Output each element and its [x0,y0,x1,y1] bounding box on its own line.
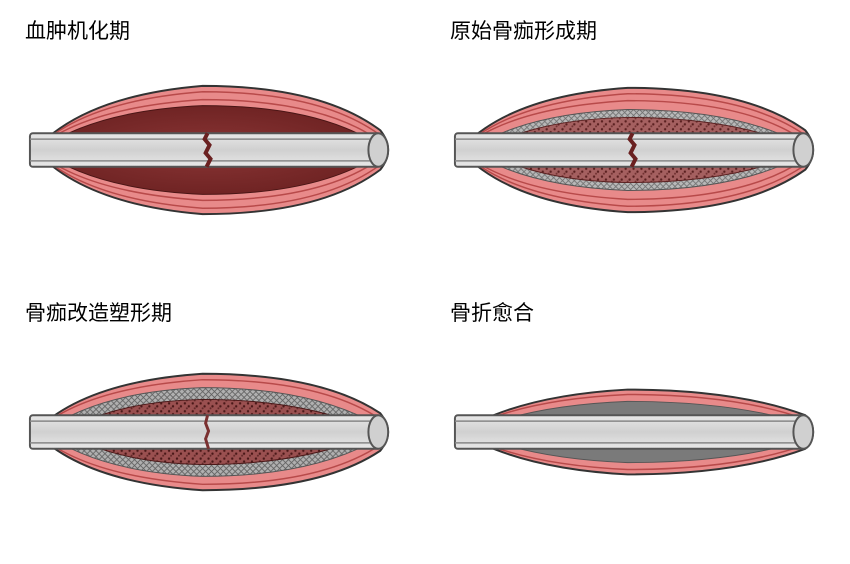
stage-3-title: 骨痂改造塑形期 [25,297,400,327]
stage-1-cell: 血肿机化期 [0,0,425,282]
stage-1-title: 血肿机化期 [25,15,400,45]
stage-4-title: 骨折愈合 [450,297,825,327]
stage-2-title: 原始骨痂形成期 [450,15,825,45]
stage-4-diagram [450,337,825,527]
stage-grid: 血肿机化期 [0,0,850,564]
stage-3-cell: 骨痂改造塑形期 [0,282,425,564]
stage-3-diagram [25,337,400,527]
stage-1-diagram [25,55,400,245]
stage-4-cell: 骨折愈合 [425,282,850,564]
stage-2-diagram [450,55,825,245]
stage-2-cell: 原始骨痂形成期 [425,0,850,282]
bone-shaft [455,415,805,449]
